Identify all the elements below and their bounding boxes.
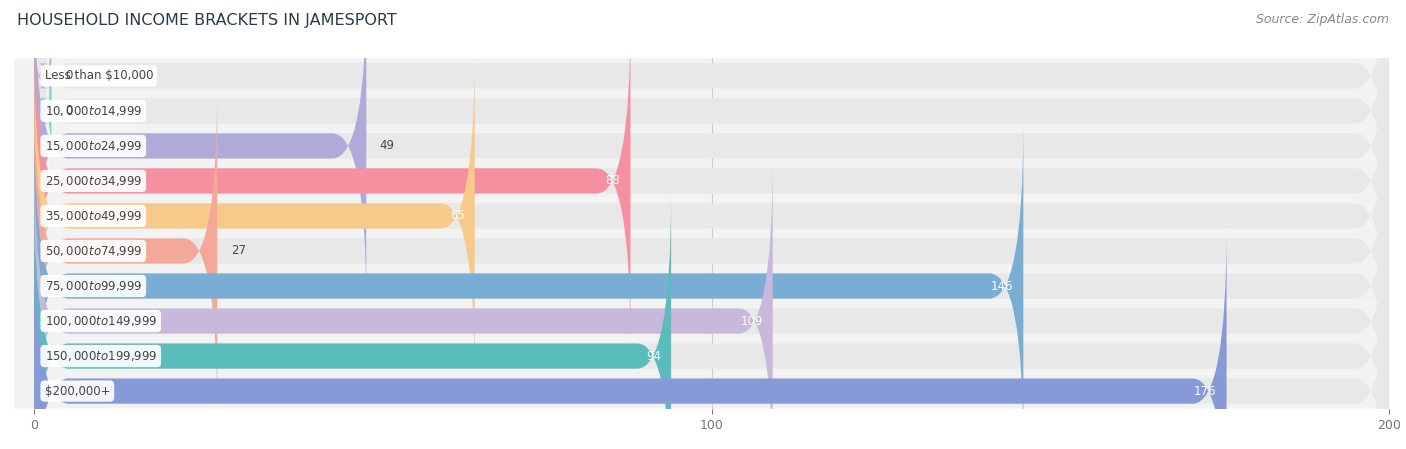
Text: 146: 146 [991,280,1014,292]
FancyBboxPatch shape [14,198,1389,233]
FancyBboxPatch shape [34,123,1389,449]
FancyBboxPatch shape [34,0,1389,238]
FancyBboxPatch shape [34,88,218,414]
Text: $100,000 to $149,999: $100,000 to $149,999 [45,314,157,328]
FancyBboxPatch shape [14,58,1389,93]
FancyBboxPatch shape [14,269,1389,304]
FancyBboxPatch shape [14,163,1389,198]
FancyBboxPatch shape [34,158,773,449]
FancyBboxPatch shape [34,194,671,449]
FancyBboxPatch shape [34,88,1389,414]
Text: 94: 94 [645,350,661,362]
Text: $200,000+: $200,000+ [45,385,110,397]
FancyBboxPatch shape [34,18,1389,343]
Text: 65: 65 [450,210,464,222]
FancyBboxPatch shape [14,233,1389,269]
FancyBboxPatch shape [14,339,1389,374]
Text: 27: 27 [231,245,246,257]
FancyBboxPatch shape [34,18,630,343]
Text: 0: 0 [65,105,72,117]
FancyBboxPatch shape [34,194,1389,449]
Text: $75,000 to $99,999: $75,000 to $99,999 [45,279,142,293]
Text: $25,000 to $34,999: $25,000 to $34,999 [45,174,142,188]
Text: Less than $10,000: Less than $10,000 [45,70,153,82]
Text: $10,000 to $14,999: $10,000 to $14,999 [45,104,142,118]
FancyBboxPatch shape [14,374,1389,409]
Text: 109: 109 [740,315,762,327]
Text: 88: 88 [606,175,620,187]
FancyBboxPatch shape [34,53,475,379]
FancyBboxPatch shape [34,0,1389,273]
FancyBboxPatch shape [34,123,1024,449]
Text: 176: 176 [1194,385,1216,397]
Text: $50,000 to $74,999: $50,000 to $74,999 [45,244,142,258]
Text: $15,000 to $24,999: $15,000 to $24,999 [45,139,142,153]
FancyBboxPatch shape [34,158,1389,449]
FancyBboxPatch shape [14,128,1389,163]
FancyBboxPatch shape [34,0,367,308]
FancyBboxPatch shape [34,18,51,133]
Text: $35,000 to $49,999: $35,000 to $49,999 [45,209,142,223]
FancyBboxPatch shape [34,53,1389,379]
FancyBboxPatch shape [34,0,1389,308]
FancyBboxPatch shape [34,229,1226,449]
Text: Source: ZipAtlas.com: Source: ZipAtlas.com [1256,13,1389,26]
Text: 49: 49 [380,140,395,152]
Text: HOUSEHOLD INCOME BRACKETS IN JAMESPORT: HOUSEHOLD INCOME BRACKETS IN JAMESPORT [17,13,396,28]
Text: 0: 0 [65,70,72,82]
FancyBboxPatch shape [34,53,51,168]
FancyBboxPatch shape [14,93,1389,128]
Text: $150,000 to $199,999: $150,000 to $199,999 [45,349,157,363]
FancyBboxPatch shape [14,304,1389,339]
FancyBboxPatch shape [34,229,1389,449]
